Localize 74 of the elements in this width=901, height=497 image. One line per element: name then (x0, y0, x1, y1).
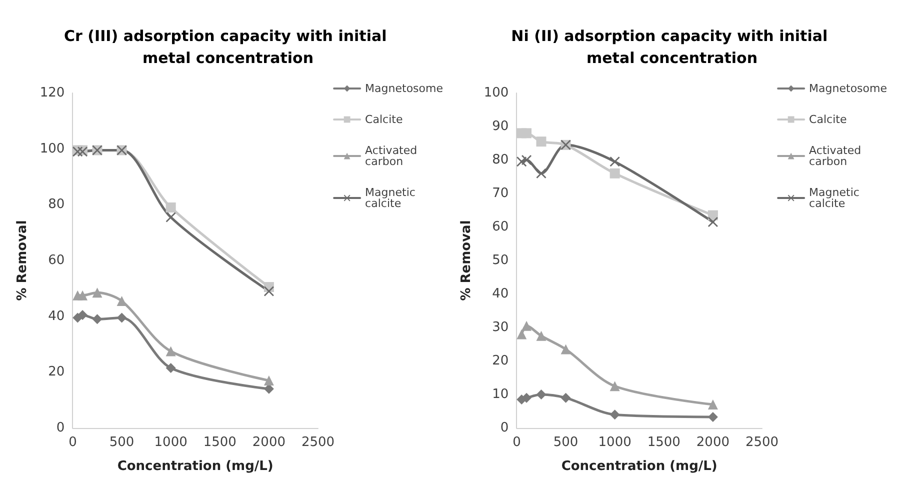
point (522, 392, 532, 403)
y-tick-label: 70 (492, 186, 509, 201)
y-tick-label: 40 (492, 286, 509, 302)
legend-label: Magnetic calcite (809, 186, 863, 210)
y-tick-label: 100 (484, 86, 509, 100)
point (166, 212, 176, 222)
point (708, 400, 718, 410)
y-axis-title: % Removal (459, 220, 474, 301)
point (92, 314, 102, 324)
y-tick-label: 50 (492, 253, 509, 268)
y-tick-label: 10 (492, 387, 509, 402)
point (536, 330, 546, 341)
legend-label: Magnetic calcite (365, 186, 419, 210)
legend-label: Activated carbon (809, 144, 865, 168)
y-tick-label: 20 (492, 354, 509, 368)
legend-label: Magnetosome (809, 82, 888, 95)
x-tick-label: 1500 (203, 435, 236, 450)
x-tick-label: 0 (68, 435, 77, 450)
point (522, 155, 532, 165)
point (264, 376, 274, 386)
legend-label: Calcite (809, 113, 847, 126)
x-tick-label: 1500 (647, 435, 680, 450)
point (708, 412, 718, 422)
point (78, 290, 88, 300)
y-tick-label: 80 (48, 197, 65, 212)
point (166, 202, 176, 212)
point (610, 381, 620, 392)
point (264, 286, 274, 296)
legend-label: Magnetosome (365, 82, 444, 95)
chart-title: Cr (III) adsorption capacity with initial metal concentration (64, 27, 392, 67)
point (560, 344, 571, 354)
chart-title: Ni (II) adsorption capacity with initial metal concentration (511, 27, 833, 67)
point (92, 288, 102, 298)
y-tick-label: 40 (48, 308, 65, 324)
point (522, 128, 532, 138)
legend-label: Activated carbon (365, 144, 421, 168)
legend-label: Calcite (365, 113, 403, 126)
x-axis-title: Concentration (mg/L) (117, 459, 274, 474)
point (536, 168, 546, 178)
point (610, 410, 620, 420)
point (560, 392, 571, 403)
y-tick-label: 80 (492, 152, 509, 168)
point (610, 168, 620, 178)
point (166, 362, 176, 373)
point (522, 320, 532, 331)
x-tick-label: 2500 (745, 435, 779, 450)
x-tick-label: 1000 (598, 435, 632, 450)
point (536, 136, 546, 147)
x-tick-label: 500 (553, 435, 578, 450)
y-tick-label: 0 (500, 420, 509, 436)
y-tick-label: 20 (48, 364, 65, 380)
point (166, 346, 176, 356)
y-tick-label: 60 (48, 253, 65, 268)
y-tick-label: 0 (56, 420, 65, 436)
point (116, 312, 127, 323)
x-tick-label: 2500 (301, 435, 335, 450)
point (116, 296, 127, 306)
y-tick-label: 60 (492, 220, 509, 234)
y-tick-label: 90 (492, 119, 509, 134)
x-axis-title: Concentration (mg/L) (561, 459, 718, 474)
x-tick-label: 1000 (154, 435, 188, 450)
point (516, 329, 527, 340)
y-tick-label: 30 (492, 320, 509, 335)
point (536, 390, 546, 400)
y-tick-label: 120 (40, 86, 65, 100)
x-tick-label: 2000 (252, 435, 286, 450)
point (78, 310, 88, 320)
y-axis-title: % Removal (15, 220, 30, 301)
point (610, 156, 620, 167)
x-tick-label: 0 (512, 435, 521, 450)
x-tick-label: 500 (109, 435, 134, 450)
y-tick-label: 100 (40, 141, 65, 156)
x-tick-label: 2000 (696, 435, 730, 450)
point (708, 216, 718, 227)
